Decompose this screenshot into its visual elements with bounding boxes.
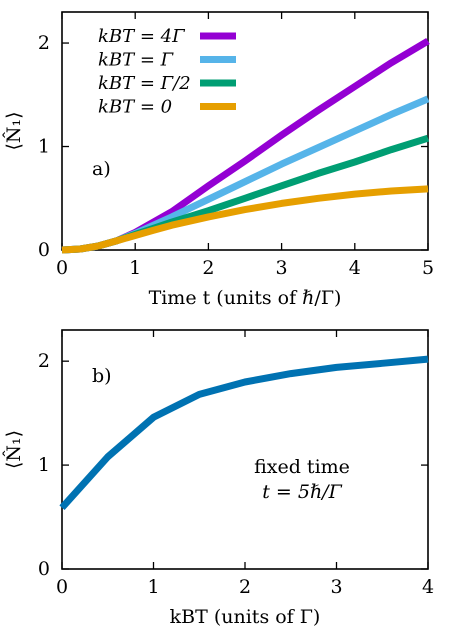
legend-label-2: kBT = Γ xyxy=(98,50,175,71)
y-tick-label: 0 xyxy=(38,239,50,261)
legend-label-4: kBT = 0 xyxy=(98,97,172,118)
x-tick-label: 4 xyxy=(349,257,361,279)
panel-tag-b: b) xyxy=(92,365,112,387)
series-line-2 xyxy=(61,95,430,254)
panel-b: 0 1 2 3 4 0 1 2 b) fixed time t = 5ℏ/Γ kBT (uni… xyxy=(3,329,434,628)
axis-ticks-b: 0 1 2 3 4 0 1 2 xyxy=(38,330,434,598)
annotation-line-2: t = 5ℏ/Γ xyxy=(262,481,342,503)
y-tick-label: 0 xyxy=(38,558,50,580)
y-axis-label-a: ⟨N̂₁⟩ xyxy=(3,111,25,150)
x-tick-label: 0 xyxy=(56,576,68,598)
x-axis-label-b: kBT (units of Γ) xyxy=(170,606,321,628)
x-tick-label: 3 xyxy=(276,257,288,279)
panel-tag-a: a) xyxy=(92,158,111,180)
x-tick-label: 4 xyxy=(422,576,434,598)
y-axis-label-b: ⟨N̂₁⟩ xyxy=(3,430,25,469)
x-tick-label: 2 xyxy=(239,576,251,598)
legend-label-3: kBT = Γ/2 xyxy=(98,73,191,94)
y-tick-label: 2 xyxy=(38,350,50,372)
x-tick-label: 2 xyxy=(202,257,214,279)
plot-frame-a xyxy=(61,11,429,251)
series-line-4 xyxy=(61,185,429,254)
series-group-a xyxy=(61,37,430,254)
x-tick-label: 3 xyxy=(330,576,342,598)
series-line-1 xyxy=(59,355,429,511)
x-tick-label: 5 xyxy=(422,257,434,279)
annotation-line-1: fixed time xyxy=(254,456,350,478)
y-tick-label: 1 xyxy=(38,454,50,476)
y-tick-label: 1 xyxy=(38,136,50,158)
x-tick-label: 0 xyxy=(56,257,68,279)
legend-label-1: kBT = 4Γ xyxy=(98,26,186,47)
series-group-b xyxy=(59,355,429,511)
x-axis-label-a: Time t (units of ℏ/Γ) xyxy=(149,287,342,309)
x-tick-label: 1 xyxy=(129,257,141,279)
x-tick-label: 1 xyxy=(147,576,159,598)
y-tick-label: 2 xyxy=(38,32,50,54)
